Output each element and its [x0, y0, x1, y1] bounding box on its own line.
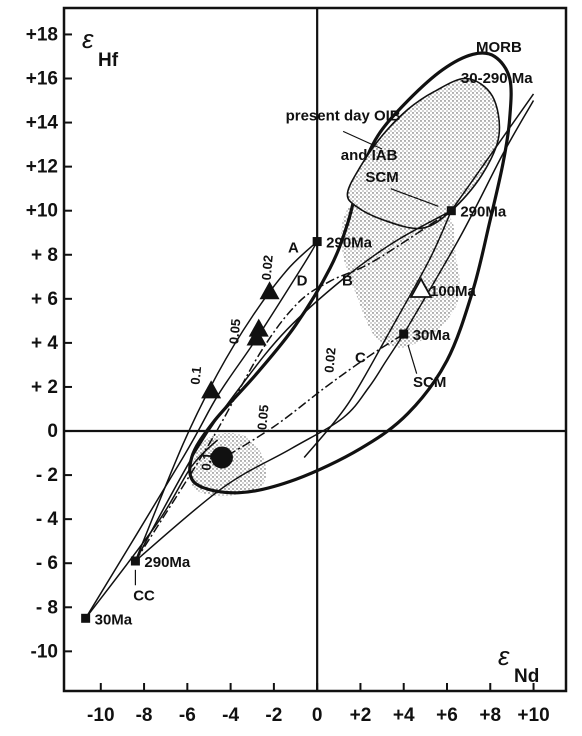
open-triangle-marker [409, 277, 433, 298]
annotation-label: and IAB [341, 147, 398, 164]
curve-a [134, 240, 318, 562]
square-marker [446, 206, 456, 216]
annotation-label: D [297, 273, 308, 290]
x-tick-label: -6 [179, 705, 196, 726]
y-tick-label: +16 [26, 69, 58, 90]
square-marker [312, 237, 322, 247]
x-tick-label: +4 [393, 705, 415, 726]
annotation-label: 0.02 [321, 347, 338, 374]
point-label: 290Ma [326, 235, 373, 252]
x-tick-label: -4 [222, 705, 239, 726]
filled-triangle-marker [201, 380, 222, 399]
leader-line [407, 344, 418, 374]
plot-frame [62, 6, 568, 693]
point-label: 100Ma [430, 283, 477, 300]
point-label: 30Ma [95, 611, 133, 628]
leader-line [390, 188, 439, 207]
curve-d [134, 210, 452, 562]
curve-cc30-oib [84, 241, 318, 619]
x-axis-subscript: Nd [514, 666, 539, 687]
y-tick-label: 0 [47, 421, 58, 442]
annotation-label: present day OIB [286, 107, 401, 124]
y-tick-label: - 6 [36, 553, 58, 574]
y-tick-label: - 2 [36, 465, 58, 486]
filled-triangle-marker [259, 281, 280, 300]
annotation-label: SCM [365, 169, 398, 186]
x-tick-label: +10 [517, 705, 549, 726]
y-axis-title: ε Hf [82, 24, 119, 71]
y-tick-label: -10 [31, 641, 58, 662]
x-tick-label: 0 [312, 705, 323, 726]
x-axis-symbol: ε [498, 641, 510, 671]
y-tick-label: + 6 [31, 289, 58, 310]
annotation-label: CC [133, 588, 155, 605]
stipple-region-1 [341, 196, 461, 348]
annotation-label: 30-290 Ma [461, 70, 533, 87]
y-tick-label: +14 [26, 113, 59, 134]
ticks-layer: +18 +16 +14 +12 +10 + 8 + 6 + 4 + 2 0 - 2 - 4 - 6 - 8… [26, 24, 550, 726]
points-layer: 290Ma 290Ma 30Ma 290Ma 30Ma 100Ma [81, 204, 507, 628]
y-tick-label: + 2 [31, 377, 58, 398]
annotation-label: MORB [476, 39, 522, 56]
y-tick-label: +10 [26, 201, 58, 222]
y-tick-label: +18 [26, 24, 58, 45]
annotation-label: A [288, 240, 299, 257]
square-marker [399, 329, 409, 339]
y-tick-label: - 4 [36, 509, 59, 530]
labels-layer: MORB 30-290 Ma present day OIB and IAB SCM SC… [133, 39, 533, 605]
axes-layer [64, 8, 566, 691]
point-label: 290Ma [460, 204, 507, 221]
x-tick-label: -8 [136, 705, 153, 726]
annotation-label: B [342, 273, 353, 290]
curve-b [134, 210, 452, 562]
annotation-label: SCM [413, 374, 446, 391]
filled-triangle-marker [248, 318, 269, 337]
y-tick-label: +12 [26, 157, 58, 178]
annotation-label: 0.05 [226, 318, 243, 345]
filled-circle-marker [210, 446, 233, 469]
x-tick-label: -2 [265, 705, 282, 726]
curve-c [134, 333, 405, 562]
annotation-label: 0.1 [188, 366, 205, 385]
x-tick-label: +8 [479, 705, 501, 726]
x-tick-label: +6 [436, 705, 458, 726]
square-marker [130, 556, 140, 566]
y-tick-label: - 8 [36, 597, 58, 618]
y-tick-label: + 4 [31, 333, 58, 354]
annotation-label: 0.02 [259, 254, 276, 281]
curve-mix-290-10 [450, 93, 535, 212]
curve-scm-diag [303, 210, 452, 458]
leader-line [342, 130, 383, 150]
region-morb [188, 51, 513, 495]
filled-triangle-marker [246, 327, 267, 346]
curve-c-dashdot [212, 333, 405, 465]
y-axis-symbol: ε [82, 24, 94, 54]
annotation-label: 0.1 [198, 452, 215, 471]
regions-layer [188, 51, 513, 497]
region-oib-iab [346, 77, 501, 230]
x-tick-label: +2 [350, 705, 372, 726]
x-tick-label: -10 [87, 705, 114, 726]
y-axis-subscript: Hf [98, 50, 119, 71]
y-tick-label: + 8 [31, 245, 58, 266]
annotation-label: 0.05 [254, 404, 271, 431]
point-label: 30Ma [413, 327, 451, 344]
annotation-label: C [355, 350, 366, 367]
square-marker [81, 613, 91, 623]
curve-cc30-line2 [85, 439, 219, 619]
x-axis-title: ε Nd [498, 641, 539, 687]
point-label: 290Ma [144, 554, 191, 571]
